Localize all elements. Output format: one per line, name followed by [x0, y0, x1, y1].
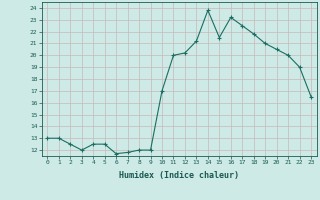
X-axis label: Humidex (Indice chaleur): Humidex (Indice chaleur)	[119, 171, 239, 180]
